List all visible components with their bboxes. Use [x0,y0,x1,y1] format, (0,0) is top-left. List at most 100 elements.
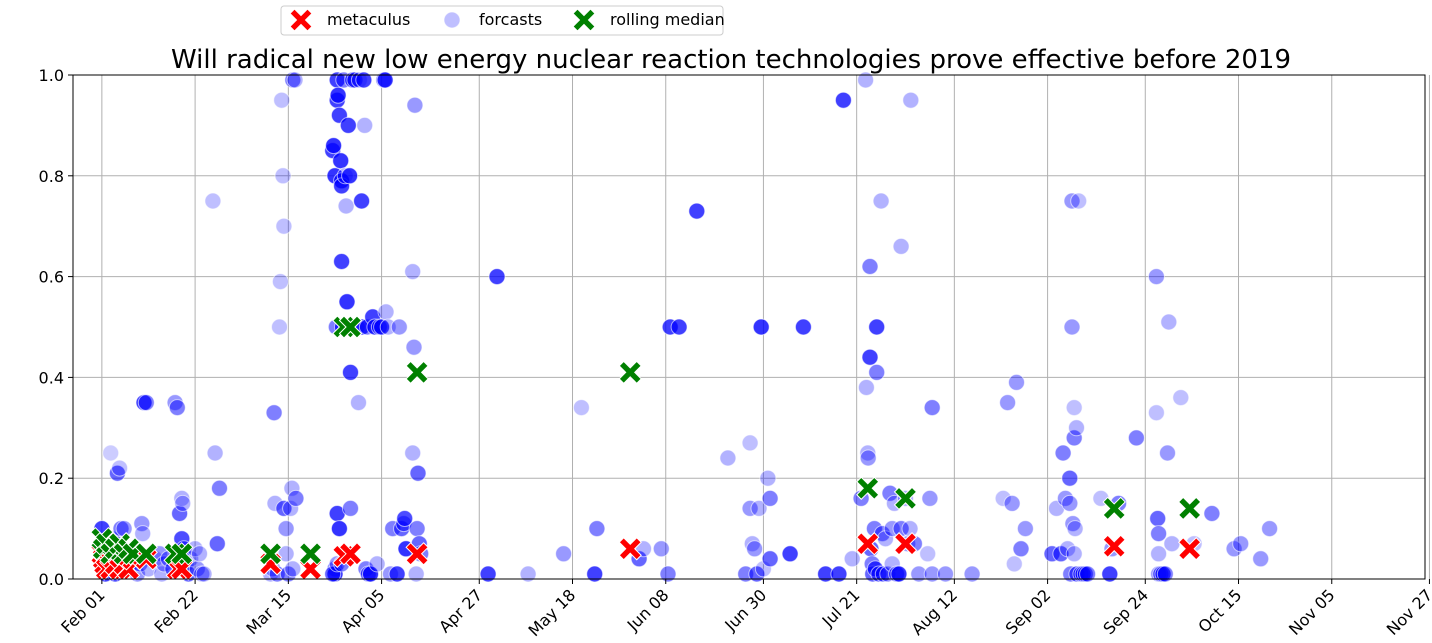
forecast-point [325,137,343,155]
forecast-point [892,237,910,255]
y-tick-label: 1.0 [39,66,64,85]
y-tick-label: 0.6 [39,268,64,287]
forecast-point [1063,192,1081,210]
forecast-point [859,449,877,467]
x-tick-label: Nov 05 [1285,585,1339,639]
forecast-point [1172,389,1190,407]
forecast-point [1068,419,1085,437]
forecast-point [963,565,981,583]
legend-forecasts-label: forcasts [479,10,542,29]
forecast-point [341,167,359,185]
rolling-median-point [298,542,323,566]
forecast-point [555,545,573,563]
forecast-point [1163,535,1181,553]
forecast-point [168,399,186,417]
forecast-point [761,550,779,568]
x-tick-label: Jul 21 [818,585,864,631]
metaculus-point [1177,537,1202,561]
forecast-point [635,540,652,558]
x-axis-ticks: Feb 01 Feb 22 Mar 15 Apr 05 Apr 27 May 18 Jun … [57,579,1432,640]
metaculus-point [1102,534,1126,558]
forecast-point [923,399,941,417]
forecast-point [902,91,920,109]
plot-frame [72,74,1426,580]
forecast-point [337,197,355,215]
metaculus-point [856,532,880,556]
forecast-point [342,499,359,517]
forecast-point [572,399,590,417]
legend-metaculus-marker [289,8,313,32]
forecast-point [843,550,861,568]
forecast-point [1147,268,1165,286]
forecast-point [1150,545,1168,563]
x-tick-label: Apr 27 [435,585,486,636]
forecast-point [362,565,379,583]
forecast-point [408,520,426,538]
forecast-point [746,540,764,558]
forecast-point [329,86,347,104]
forecast-point [670,318,688,336]
x-tick-label: Jun 30 [720,585,770,635]
forecast-point [868,363,886,381]
forecast-point [1070,192,1088,210]
forecast-point [1101,565,1119,583]
metaculus-markers [90,532,1202,581]
forecast-point [284,560,302,578]
forecast-point [356,116,374,134]
forecast-point [1156,565,1174,583]
x-tick-label: Oct 15 [1194,585,1245,636]
grid-lines [73,74,1430,580]
forecast-point [759,469,777,487]
x-tick-label: Feb 22 [150,585,201,636]
forecast-point [1065,399,1083,417]
forecast-point [781,545,799,563]
legend-box [280,5,724,36]
legend-metaculus-label: metaculus [327,10,410,29]
forecast-point [937,565,954,583]
forecast-point [406,96,424,114]
forecast-point [1005,555,1023,573]
forecast-point [741,434,759,452]
forecast-point [586,565,604,583]
forecast-point [479,565,497,583]
forecast-point [1149,510,1167,527]
forecast-point [273,91,291,109]
legend-metaculus-x [289,8,313,32]
metaculus-point [618,537,642,561]
rolling-median-point [405,360,429,385]
forecast-point [206,444,224,462]
forecast-point [921,489,939,507]
forecast-point [409,464,427,482]
legend-rolling-median-marker [572,8,596,32]
y-tick-label: 0.4 [39,368,64,387]
x-tick-label: Jun 08 [623,585,673,635]
legend-forecasts-marker [443,11,461,29]
forecast-point [376,71,394,89]
metaculus-point [338,542,363,566]
y-axis-ticks: 0.0 0.2 0.4 0.6 0.8 1.0 [39,66,73,589]
forecast-point [750,499,768,517]
x-tick-label: Sep 24 [1099,585,1152,638]
forecast-point [741,499,759,517]
forecast-point [761,489,779,507]
forecast-point [1252,550,1270,568]
forecast-point [330,520,348,538]
forecast-point [332,152,350,170]
forecast-point [1147,404,1165,422]
forecast-point [872,192,890,210]
forecast-point [137,394,155,412]
forecast-point [204,192,222,210]
forecast-point [1008,373,1025,391]
y-tick-label: 0.8 [39,167,64,186]
legend: metaculus forcasts rolling median [280,5,725,36]
forecast-point [275,217,293,235]
forecast-point [404,263,422,281]
forecast-point [274,167,292,185]
forecast-point [794,318,812,336]
forecast-point [752,318,770,336]
forecast-point [830,565,848,583]
forecast-point [488,268,506,286]
x-tick-label: Apr 05 [337,585,388,636]
forecast-point [211,479,228,497]
